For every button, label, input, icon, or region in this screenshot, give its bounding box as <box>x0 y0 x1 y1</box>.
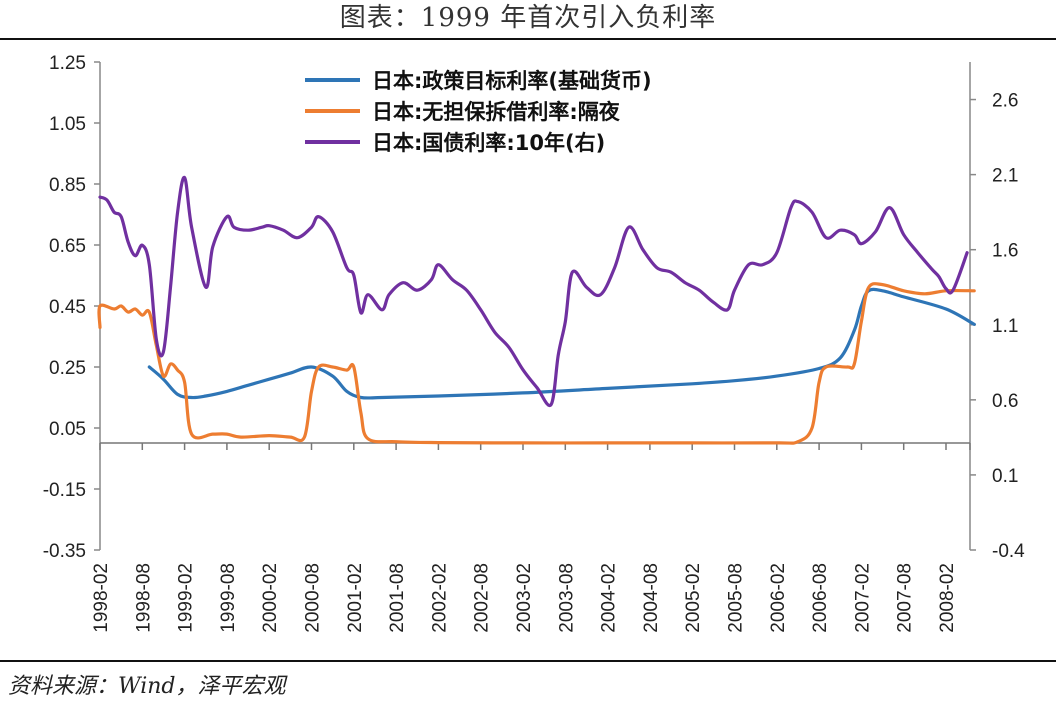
right-axis-tick-label: 1.6 <box>992 241 1018 262</box>
legend-label-2: 日本:无担保拆借利率:隔夜 <box>372 100 621 124</box>
left-axis-tick-label: -0.15 <box>43 480 86 501</box>
right-axis-tick-label: 0.6 <box>992 391 1018 412</box>
x-axis-tick-label: 2004-02 <box>599 563 620 633</box>
chart-series-lines <box>97 175 976 445</box>
right-axis-tick-label: 0.1 <box>992 466 1018 487</box>
right-axis-tick-label: 2.6 <box>992 91 1018 112</box>
left-axis-tick-label: 0.25 <box>49 358 86 379</box>
legend-label-3: 日本:国债利率:10年(右) <box>372 131 605 155</box>
x-axis-tick-label: 1999-02 <box>176 563 197 633</box>
x-axis-tick-label: 2002-08 <box>472 563 493 633</box>
x-axis-tick-label: 2007-08 <box>895 563 916 633</box>
x-axis-tick-label: 2006-08 <box>810 563 831 633</box>
line-chart: 1.25 1.05 0.85 0.65 0.45 0.25 0.05 -0.15 -0.35 2.… <box>43 53 1025 633</box>
x-axis-tick-label: 2008-02 <box>937 563 958 633</box>
series-line-3 <box>98 175 969 408</box>
right-axis-tick-label: 1.1 <box>992 316 1018 337</box>
footer-divider <box>0 660 1056 662</box>
x-axis-tick-label: 2006-02 <box>768 563 789 633</box>
x-axis-tick-label: 2004-08 <box>641 563 662 633</box>
chart-title: 图表：1999 年首次引入负利率 <box>339 3 717 33</box>
series-line-2 <box>97 282 976 445</box>
left-axis-tick-label: 0.65 <box>49 236 86 257</box>
source-note: 资料来源：Wind，泽平宏观 <box>8 674 286 699</box>
right-axis-tick-label: -0.4 <box>992 541 1025 562</box>
left-axis-tick-label: 0.85 <box>49 175 86 196</box>
left-axis-tick-label: 0.45 <box>49 297 86 318</box>
x-axis-tick-label: 2000-02 <box>260 563 281 633</box>
x-axis-tick-label: 2005-02 <box>683 563 704 633</box>
x-axis-tick-label: 2003-02 <box>514 563 535 633</box>
chart-legend: 日本:政策目标利率(基础货币) 日本:无担保拆借利率:隔夜日本:国债利率:10年(… <box>305 69 652 155</box>
x-axis-tick-label: 2000-08 <box>303 563 324 633</box>
x-axis-tick-label: 1998-02 <box>91 563 112 633</box>
x-axis-tick-label: 1999-08 <box>218 563 239 633</box>
x-axis-tick-label: 2005-08 <box>726 563 747 633</box>
left-axis-tick-label: 0.05 <box>49 419 86 440</box>
x-axis-tick-label: 2003-08 <box>556 563 577 633</box>
left-axis-tick-label: -0.35 <box>43 541 86 562</box>
x-axis-tick-label: 2001-02 <box>345 563 366 633</box>
chart-axes: 1.25 1.05 0.85 0.65 0.45 0.25 0.05 -0.15 -0.35 2.… <box>43 53 1025 633</box>
legend-label-1: 日本:政策目标利率(基础货币) <box>372 69 652 93</box>
series-line-1 <box>147 287 976 400</box>
title-divider <box>0 38 1056 40</box>
left-axis-tick-label: 1.25 <box>49 53 86 74</box>
x-axis-tick-label: 2007-02 <box>852 563 873 633</box>
left-axis-tick-label: 1.05 <box>49 114 86 135</box>
x-axis-tick-label: 2001-08 <box>387 563 408 633</box>
x-axis-tick-label: 1998-08 <box>133 563 154 633</box>
right-axis-tick-label: 2.1 <box>992 166 1018 187</box>
x-axis-tick-label: 2002-02 <box>429 563 450 633</box>
